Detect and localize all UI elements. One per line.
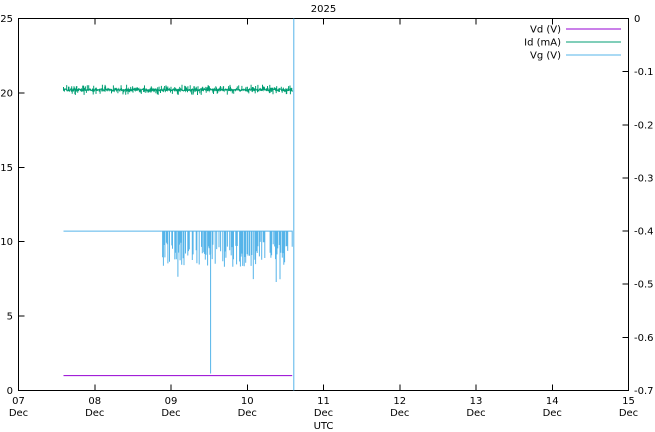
y-tick-label: 15 [0, 163, 13, 174]
x-tick-label-month: Dec [466, 408, 485, 419]
x-tick-label-day: 08 [88, 396, 101, 407]
x-tick-label-day: 14 [546, 396, 559, 407]
x-tick-label-month: Dec [619, 408, 638, 419]
x-tick-label-day: 07 [12, 396, 25, 407]
y2-tick-label: -0.6 [634, 333, 654, 344]
legend-label-vd: Vd (V) [530, 25, 561, 36]
x-tick-label-day: 11 [317, 396, 330, 407]
x-tick-label-month: Dec [314, 408, 333, 419]
y2-tick-label: -0.3 [634, 173, 654, 184]
x-tick-label-month: Dec [9, 408, 28, 419]
plot-border [18, 18, 629, 391]
y2-tick-label: -0.7 [634, 386, 654, 397]
legend-label-id: Id (mA) [524, 38, 561, 49]
y-tick-label: 0 [7, 386, 13, 397]
series-id [63, 84, 294, 95]
x-tick-label-day: 15 [622, 396, 635, 407]
x-tick-label-month: Dec [161, 408, 180, 419]
legend-label-vg: Vg (V) [530, 51, 561, 62]
x-tick-label-month: Dec [543, 408, 562, 419]
x-tick-label-month: Dec [238, 408, 257, 419]
x-tick-label-day: 10 [241, 396, 254, 407]
series-vg [161, 230, 293, 282]
y2-tick-label: -0.5 [634, 280, 654, 291]
x-tick-label-day: 09 [165, 396, 178, 407]
x-axis-label: UTC [314, 421, 334, 432]
y-tick-label: 5 [7, 312, 13, 323]
y-tick-label: 10 [0, 237, 13, 248]
y2-tick-label: 0 [634, 14, 640, 25]
x-tick-label-month: Dec [390, 408, 409, 419]
x-tick-label-month: Dec [85, 408, 104, 419]
y-tick-label: 20 [0, 88, 13, 99]
y2-tick-label: -0.4 [634, 227, 654, 238]
y2-tick-label: -0.1 [634, 67, 654, 78]
y-tick-label: 25 [0, 14, 13, 25]
x-tick-label-day: 13 [470, 396, 483, 407]
chart-title: 2025 [311, 4, 336, 15]
y2-tick-label: -0.2 [634, 120, 654, 131]
x-tick-label-day: 12 [393, 396, 406, 407]
